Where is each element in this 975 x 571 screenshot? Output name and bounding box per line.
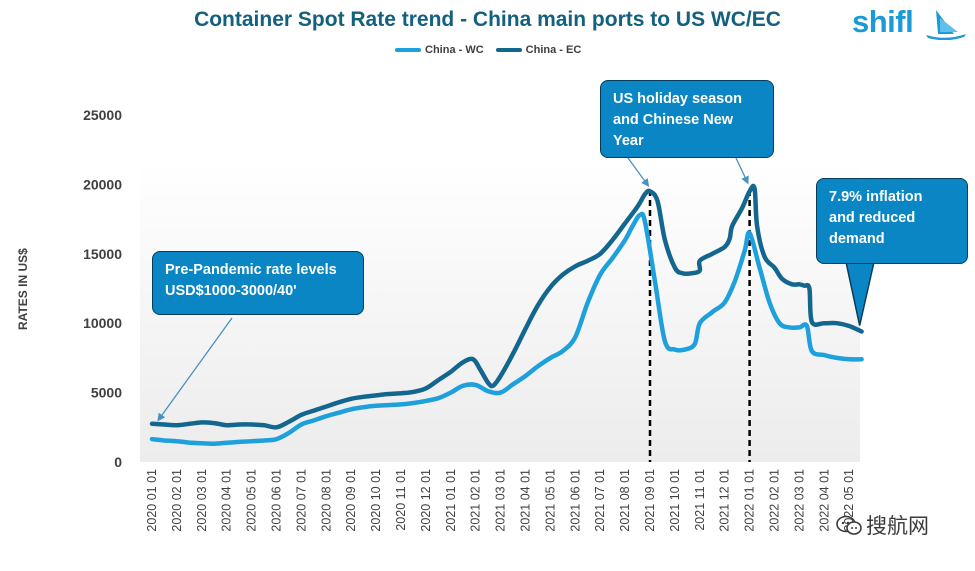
callout-pre-pandemic: Pre-Pandemic rate levels USD$1000-3000/4… <box>152 251 364 315</box>
chart-legend: China - WC China - EC <box>395 44 581 56</box>
x-tick-label: 2020 01 01 <box>145 469 159 532</box>
x-tick-label: 2020 06 01 <box>270 469 284 532</box>
x-tick-label: 2020 12 01 <box>419 469 433 532</box>
brand-name: shifl <box>852 4 914 39</box>
callout-inflation: 7.9% inflation and reduced demand <box>816 178 968 264</box>
series-line-wc <box>149 211 864 446</box>
y-tick-label: 10000 <box>83 315 122 331</box>
x-tick-label: 2021 04 01 <box>519 469 533 532</box>
x-tick-label: 2021 06 01 <box>568 469 582 532</box>
chart-title: Container Spot Rate trend - China main p… <box>194 8 781 31</box>
x-tick-label: 2021 03 01 <box>494 469 508 532</box>
legend-item-ec: China - EC <box>495 44 582 56</box>
watermark: 搜航网 <box>836 510 929 540</box>
x-tick-label: 2020 02 01 <box>170 469 184 532</box>
legend-swatch-wc <box>395 48 421 52</box>
sail-icon <box>926 10 966 40</box>
annotation-arrow-holiday-1 <box>627 157 650 187</box>
watermark-icon <box>836 515 862 535</box>
annotation-arrow-holiday-2 <box>735 157 749 185</box>
legend-item-wc: China - WC <box>395 44 484 56</box>
x-tick-label: 2021 02 01 <box>469 469 483 532</box>
x-tick-label: 2021 11 01 <box>693 469 707 531</box>
series-line-ec <box>149 183 864 430</box>
x-tick-label: 2022 03 01 <box>792 469 806 532</box>
x-tick-label: 2021 07 01 <box>593 469 607 532</box>
x-tick-label: 2020 07 01 <box>294 469 308 532</box>
x-tick-label: 2020 11 01 <box>394 469 408 531</box>
x-tick-label: 2021 12 01 <box>718 469 732 532</box>
watermark-text: 搜航网 <box>866 514 929 538</box>
x-tick-label: 2020 05 01 <box>245 469 259 532</box>
y-tick-label: 5000 <box>91 385 122 401</box>
y-tick-label: 20000 <box>83 176 122 192</box>
y-tick-label: 15000 <box>83 246 122 262</box>
x-tick-label: 2022 02 01 <box>768 469 782 532</box>
x-tick-label: 2020 03 01 <box>195 469 209 532</box>
x-tick-label: 2021 09 01 <box>643 469 657 532</box>
x-tick-label: 2020 10 01 <box>369 469 383 532</box>
annotation-arrow-pre-pandemic <box>157 317 233 422</box>
x-tick-label: 2021 05 01 <box>543 469 557 532</box>
legend-label-wc: China - WC <box>425 44 484 56</box>
x-tick-label: 2022 04 01 <box>817 469 831 532</box>
x-tick-label: 2021 10 01 <box>668 469 682 532</box>
y-tick-label: 0 <box>114 454 122 470</box>
legend-label-ec: China - EC <box>525 44 582 56</box>
legend-swatch-ec <box>495 48 522 52</box>
x-tick-label: 2020 08 01 <box>319 469 333 532</box>
x-tick-label: 2020 04 01 <box>220 469 234 532</box>
x-tick-label: 2022 01 01 <box>743 469 757 532</box>
x-tick-label: 2021 08 01 <box>618 469 632 532</box>
callout-holiday-season: US holiday season and Chinese New Year <box>600 80 774 158</box>
x-tick-label: 2021 01 01 <box>444 469 458 532</box>
y-tick-label: 25000 <box>83 107 122 123</box>
x-tick-label: 2020 09 01 <box>344 469 358 532</box>
